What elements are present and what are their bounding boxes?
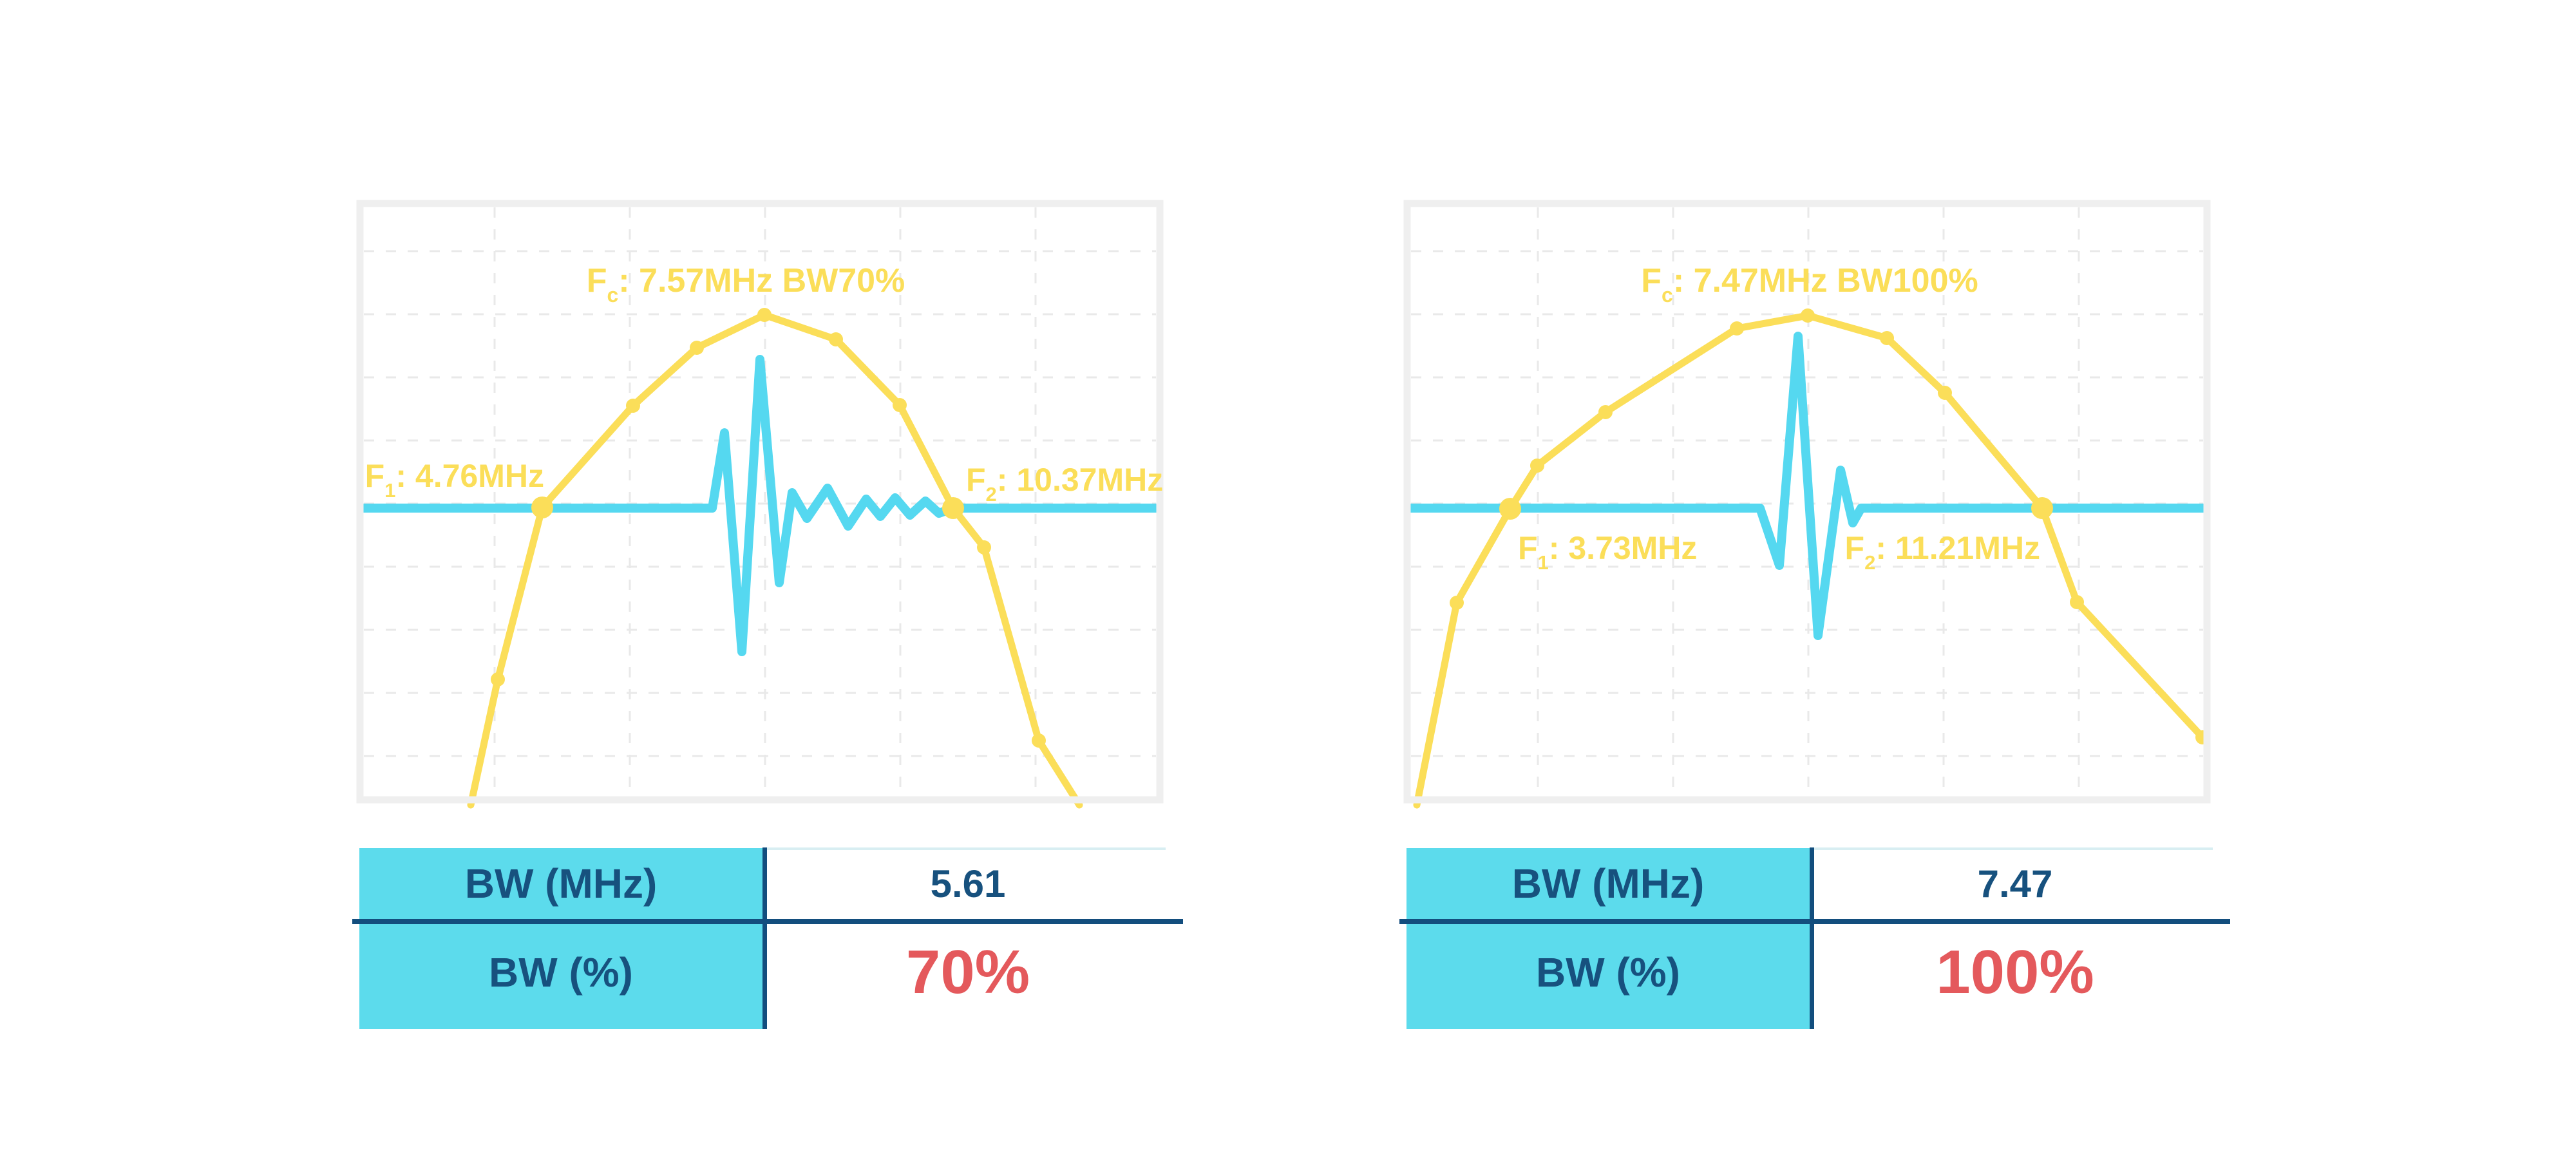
data-point-dot — [757, 308, 772, 322]
data-point-dot — [690, 341, 704, 355]
bw-table-100: BW (MHz) BW (%) 7.47 100% — [1399, 847, 2230, 1030]
data-point-dot — [1530, 459, 1544, 473]
bw-mhz-value: 7.47 — [1977, 862, 2053, 905]
data-point-dot — [1450, 596, 1464, 610]
data-point-dot — [626, 399, 640, 413]
data-point-dot — [2070, 595, 2084, 609]
f2-frequency-label: F2: 11.21MHz — [1845, 530, 2040, 574]
pulse-waveform — [1406, 332, 2208, 640]
data-point-dot — [491, 672, 505, 686]
table-divider-vertical — [1810, 847, 1814, 1029]
f1-frequency-label: F1: 4.76MHz — [365, 458, 544, 502]
center-frequency-label: Fc: 7.57MHz BW70% — [587, 262, 905, 307]
data-point-dot — [1730, 321, 1744, 336]
bandwidth-marker-dot — [942, 497, 964, 519]
chart-frame — [1403, 200, 2211, 804]
chart-bw70: Fc: 7.57MHz BW70% F1: 4.76MHz F2: 10.37MHz — [356, 200, 1164, 809]
bw-table-70: BW (MHz) BW (%) 5.61 70% — [352, 847, 1183, 1030]
bw-mhz-label: BW (MHz) — [464, 860, 658, 907]
chart-bw100: Fc: 7.47MHz BW100% F1: 3.73MHz F2: 11.21MH… — [1403, 200, 2211, 809]
bandwidth-marker-dot — [1499, 498, 1521, 520]
spectrum-curve — [1413, 312, 2206, 809]
bw-mhz-label: BW (MHz) — [1511, 860, 1705, 907]
f1-frequency-label: F1: 3.73MHz — [1518, 530, 1697, 574]
bandwidth-marker-dot — [531, 497, 553, 518]
data-point-dot — [829, 332, 843, 346]
f2-frequency-label: F2: 10.37MHz — [966, 462, 1163, 506]
data-point-dot — [1938, 386, 1952, 400]
bw-pct-label: BW (%) — [1536, 949, 1680, 996]
data-point-dot — [1880, 331, 1894, 345]
bandwidth-marker-dot — [2031, 497, 2053, 519]
table-divider-vertical — [762, 847, 767, 1029]
table-header-column — [359, 848, 762, 1029]
bw-pct-label: BW (%) — [489, 949, 633, 996]
chart-frame — [356, 200, 1164, 804]
data-point-dot — [977, 540, 991, 554]
table-header-column — [1406, 848, 1810, 1029]
bw-pct-value: 70% — [905, 938, 1030, 1007]
data-point-dot — [893, 398, 907, 412]
data-point-dot — [1032, 733, 1046, 748]
spectrum-curve — [467, 311, 1083, 809]
bw-pct-value: 100% — [1936, 938, 2094, 1007]
bw-mhz-value: 5.61 — [930, 862, 1006, 905]
table-divider-horizontal — [1399, 919, 2230, 924]
data-point-dot — [1598, 405, 1613, 419]
table-divider-horizontal — [352, 919, 1183, 924]
table-top-rule — [765, 847, 1166, 850]
pulse-waveform — [359, 355, 1160, 656]
table-top-rule — [1812, 847, 2213, 850]
center-frequency-label: Fc: 7.47MHz BW100% — [1641, 262, 1978, 307]
data-point-dot — [1801, 308, 1815, 323]
